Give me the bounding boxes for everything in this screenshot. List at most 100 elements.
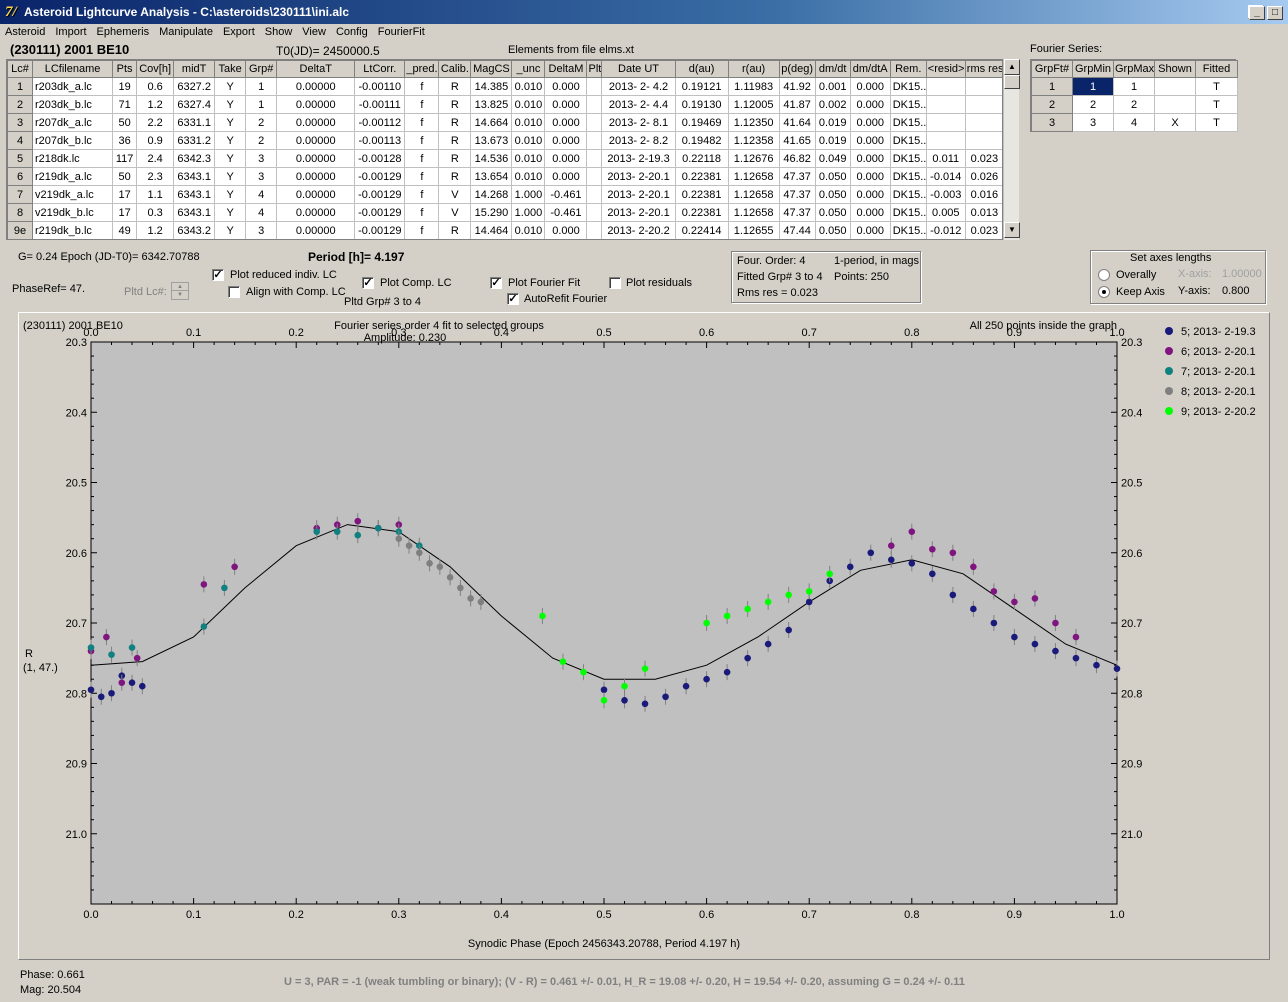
table-cell[interactable] — [964, 113, 1002, 132]
plot-reduced-checkbox[interactable]: ✓ — [212, 269, 224, 281]
table-cell[interactable]: 2 — [245, 113, 278, 132]
table-cell[interactable]: 0.00000 — [276, 95, 356, 114]
table-cell[interactable] — [586, 203, 603, 222]
scroll-thumb[interactable] — [1004, 75, 1020, 89]
table-cell[interactable]: 0.000 — [849, 149, 891, 168]
lc-column-header[interactable]: Cov[h] — [136, 60, 175, 78]
table-cell[interactable]: 0.010 — [511, 131, 546, 150]
table-cell[interactable]: 2013- 2-20.1 — [601, 167, 676, 186]
lc-column-header[interactable]: DeltaT — [276, 60, 356, 78]
table-cell[interactable]: R — [438, 131, 472, 150]
table-cell[interactable]: Y — [214, 113, 247, 132]
table-cell[interactable]: 1.12358 — [727, 131, 780, 150]
table-cell[interactable]: 6 — [7, 167, 34, 186]
autorefit-checkbox[interactable]: ✓ — [507, 293, 519, 305]
table-cell[interactable] — [586, 77, 603, 96]
table-cell[interactable]: 0.026 — [964, 167, 1002, 186]
table-cell[interactable] — [925, 113, 966, 132]
table-cell[interactable]: 0.000 — [849, 203, 891, 222]
table-cell[interactable]: Y — [214, 167, 247, 186]
table-cell[interactable]: 0.22414 — [674, 221, 729, 239]
table-cell[interactable]: 1.12655 — [727, 221, 780, 239]
table-cell[interactable]: 0.3 — [136, 203, 175, 222]
lc-column-header[interactable]: d(au) — [674, 60, 729, 78]
table-cell[interactable]: 3 — [1031, 113, 1073, 132]
table-cell[interactable]: 0.010 — [511, 221, 546, 239]
table-cell[interactable]: 1.12676 — [727, 149, 780, 168]
table-cell[interactable] — [925, 131, 966, 150]
table-cell[interactable]: r207dk_a.lc — [32, 113, 114, 132]
table-cell[interactable]: 0.001 — [814, 77, 851, 96]
table-cell[interactable]: V — [438, 185, 472, 204]
table-cell[interactable]: -0.00113 — [354, 131, 406, 150]
table-cell[interactable]: 2.3 — [136, 167, 175, 186]
table-cell[interactable]: 2 — [1113, 95, 1155, 114]
table-cell[interactable]: DK15.. — [889, 131, 927, 150]
table-cell[interactable]: 0.19469 — [674, 113, 729, 132]
table-cell[interactable]: 0.016 — [964, 185, 1002, 204]
table-cell[interactable]: R — [438, 167, 472, 186]
table-cell[interactable]: f — [404, 185, 440, 204]
table-cell[interactable]: 0.010 — [511, 167, 546, 186]
lc-column-header[interactable]: Pts — [112, 60, 138, 78]
menu-config[interactable]: Config — [335, 26, 368, 38]
table-cell[interactable]: -0.00129 — [354, 221, 406, 239]
table-cell[interactable]: 1 — [245, 95, 278, 114]
lc-column-header[interactable]: LtCorr. — [354, 60, 406, 78]
table-cell[interactable]: -0.00129 — [354, 185, 406, 204]
table-cell[interactable]: 0.000 — [849, 167, 891, 186]
table-cell[interactable]: 2013- 2-20.2 — [601, 221, 676, 239]
table-cell[interactable]: r207dk_b.lc — [32, 131, 114, 150]
table-cell[interactable]: -0.014 — [925, 167, 966, 186]
table-cell[interactable]: 49 — [112, 221, 138, 239]
table-cell[interactable] — [964, 77, 1002, 96]
plot-fourier-checkbox[interactable]: ✓ — [490, 277, 502, 289]
table-cell[interactable]: 46.82 — [778, 149, 816, 168]
table-cell[interactable]: -0.00128 — [354, 149, 406, 168]
table-cell[interactable]: 0.00000 — [276, 185, 356, 204]
table-cell[interactable]: 3 — [245, 149, 278, 168]
table-cell[interactable]: 0.000 — [544, 149, 588, 168]
table-cell[interactable]: 41.64 — [778, 113, 816, 132]
table-cell[interactable]: 2.4 — [136, 149, 175, 168]
table-cell[interactable]: f — [404, 221, 440, 239]
align-comp-checkbox[interactable] — [228, 286, 240, 298]
lc-column-header[interactable]: Take — [214, 60, 247, 78]
table-cell[interactable]: f — [404, 95, 440, 114]
table-cell[interactable]: 3 — [245, 167, 278, 186]
table-cell[interactable]: DK15.. — [889, 167, 927, 186]
table-cell[interactable]: DK15.. — [889, 221, 927, 239]
table-cell[interactable]: r218dk.lc — [32, 149, 114, 168]
max-btn[interactable]: □ — [1267, 6, 1283, 20]
table-cell[interactable]: 0.22381 — [674, 185, 729, 204]
table-cell[interactable]: 0.000 — [544, 113, 588, 132]
table-cell[interactable]: 2013- 2- 4.4 — [601, 95, 676, 114]
table-cell[interactable]: f — [404, 167, 440, 186]
table-cell[interactable] — [1154, 77, 1196, 96]
lc-column-header[interactable]: Grp# — [245, 60, 278, 78]
table-cell[interactable]: 14.664 — [470, 113, 513, 132]
table-cell[interactable]: -0.012 — [925, 221, 966, 239]
table-cell[interactable]: 0.002 — [814, 95, 851, 114]
table-cell[interactable]: 5 — [7, 149, 34, 168]
table-cell[interactable]: 0.22381 — [674, 203, 729, 222]
table-cell[interactable]: -0.461 — [544, 203, 588, 222]
lc-column-header[interactable]: Plt — [586, 60, 603, 78]
table-cell[interactable]: r219dk_b.lc — [32, 221, 114, 239]
table-cell[interactable]: DK15.. — [889, 203, 927, 222]
lc-column-header[interactable]: LCfilename — [32, 60, 114, 78]
table-cell[interactable]: 0.00000 — [276, 221, 356, 239]
table-cell[interactable] — [925, 77, 966, 96]
table-cell[interactable]: 117 — [112, 149, 138, 168]
table-cell[interactable]: 1.11983 — [727, 77, 780, 96]
table-cell[interactable]: f — [404, 113, 440, 132]
table-cell[interactable]: 14.536 — [470, 149, 513, 168]
table-cell[interactable]: 2013- 2-20.1 — [601, 185, 676, 204]
table-cell[interactable]: v219dk_a.lc — [32, 185, 114, 204]
table-cell[interactable]: 1 — [7, 77, 34, 96]
table-cell[interactable]: 4 — [245, 185, 278, 204]
table-cell[interactable]: 6327.4 — [173, 95, 216, 114]
lc-column-header[interactable]: r(au) — [727, 60, 780, 78]
table-cell[interactable]: T — [1195, 113, 1238, 132]
